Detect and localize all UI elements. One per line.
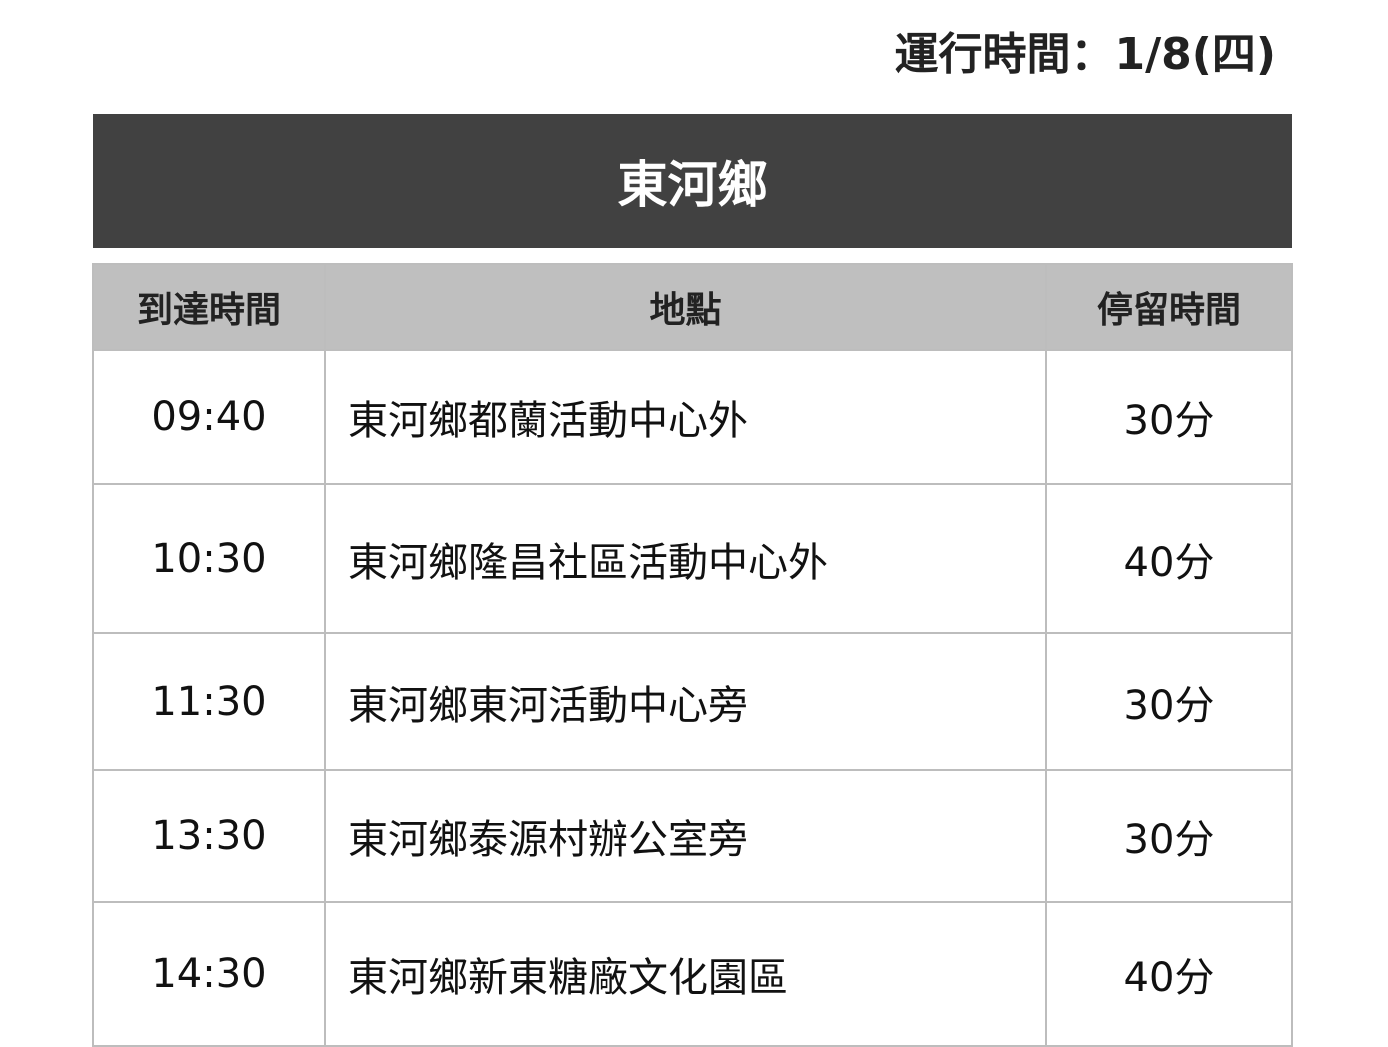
arrival-time: 10:30 (92, 483, 326, 634)
operation-date: 運行時間：1/8(四) (894, 29, 1276, 80)
table-row: 14:30 東河鄉新東糖廠文化園區 40分 (92, 901, 1293, 1047)
stay-time: 30分 (1045, 349, 1293, 485)
header-arrival: 到達時間 (92, 263, 326, 351)
stay-time: 40分 (1045, 901, 1293, 1047)
table-row: 13:30 東河鄉泰源村辦公室旁 30分 (92, 769, 1293, 903)
township-title: 東河鄉 (93, 114, 1292, 248)
place: 東河鄉都蘭活動中心外 (324, 349, 1047, 485)
place: 東河鄉新東糖廠文化園區 (324, 901, 1047, 1047)
stay-time: 30分 (1045, 632, 1293, 771)
header-stay: 停留時間 (1045, 263, 1293, 351)
place: 東河鄉泰源村辦公室旁 (324, 769, 1047, 903)
table-row: 09:40 東河鄉都蘭活動中心外 30分 (92, 349, 1293, 485)
place: 東河鄉隆昌社區活動中心外 (324, 483, 1047, 634)
table-row: 11:30 東河鄉東河活動中心旁 30分 (92, 632, 1293, 771)
place: 東河鄉東河活動中心旁 (324, 632, 1047, 771)
arrival-time: 14:30 (92, 901, 326, 1047)
arrival-time: 09:40 (92, 349, 326, 485)
schedule-table: 到達時間 地點 停留時間 09:40 東河鄉都蘭活動中心外 30分 10:30 東河鄉隆… (92, 263, 1293, 1047)
header-row: 到達時間 地點 停留時間 (92, 263, 1293, 351)
arrival-time: 13:30 (92, 769, 326, 903)
table-row: 10:30 東河鄉隆昌社區活動中心外 40分 (92, 483, 1293, 634)
header-place: 地點 (324, 263, 1047, 351)
arrival-time: 11:30 (92, 632, 326, 771)
stay-time: 40分 (1045, 483, 1293, 634)
stay-time: 30分 (1045, 769, 1293, 903)
